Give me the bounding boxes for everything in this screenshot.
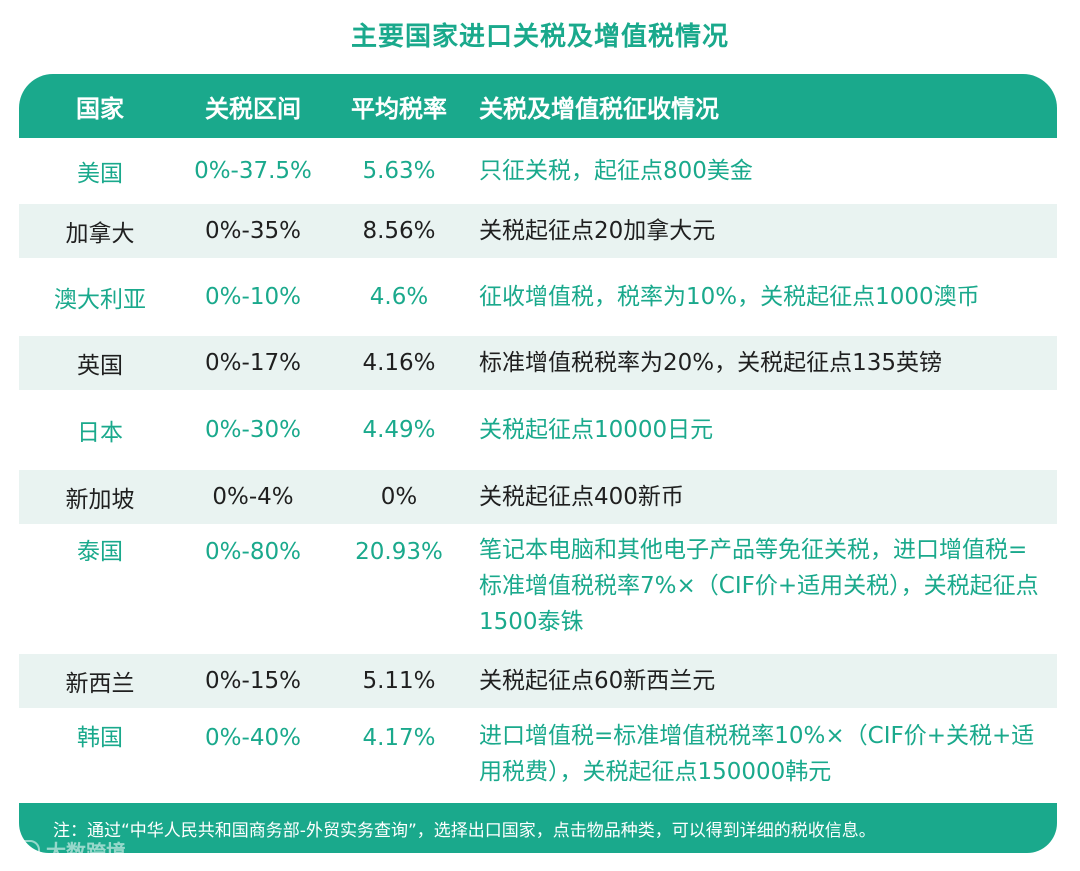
cell-country: 美国 [77, 161, 123, 187]
cell-info: 关税起征点20加拿大元 [479, 218, 716, 244]
watermark-text: 大数跨境 [46, 840, 126, 864]
cell-avg: 5.11% [362, 668, 436, 694]
cell-avg: 4.17% [362, 725, 436, 751]
cell-avg: 0% [380, 484, 418, 510]
table-row: 泰国 0%-80% 20.93% 笔记本电脑和其他电子产品等免征关税，进口增值税… [19, 524, 1057, 654]
cell-range: 0%-4% [212, 484, 294, 510]
table-row: 韩国 0%-40% 4.17% 进口增值税=标准增值税税率10%×（CIF价+关… [19, 708, 1057, 798]
cell-avg: 4.6% [369, 284, 429, 310]
cell-range: 0%-40% [205, 725, 301, 751]
cell-info: 进口增值税=标准增值税税率10%×（CIF价+关税+适用税费），关税起征点150… [479, 723, 1035, 785]
header-range: 关税区间 [205, 94, 301, 123]
cell-range: 0%-30% [205, 417, 301, 443]
cell-avg: 5.63% [362, 158, 436, 184]
cell-avg: 4.49% [362, 417, 436, 443]
cell-country: 泰国 [77, 539, 123, 565]
table-row: 美国 0%-37.5% 5.63% 只征关税，起征点800美金 [19, 138, 1057, 204]
table-row: 澳大利亚 0%-10% 4.6% 征收增值税，税率为10%，关税起征点1000澳… [19, 258, 1057, 336]
cell-country: 新西兰 [65, 671, 135, 697]
footer-note-text: 注：通过“中华人民共和国商务部-外贸实务查询”，选择出口国家，点击物品种类，可以… [53, 820, 876, 841]
cell-avg: 4.16% [362, 350, 436, 376]
tariff-table: 国家 关税区间 平均税率 关税及增值税征收情况 美国 0%-37.5% 5.63… [19, 74, 1057, 798]
cell-info: 笔记本电脑和其他电子产品等免征关税，进口增值税=标准增值税税率7%×（CIF价+… [479, 537, 1039, 635]
cell-country: 加拿大 [65, 221, 135, 247]
cell-info: 关税起征点400新币 [479, 484, 684, 510]
header-avg: 平均税率 [351, 94, 447, 123]
table-row: 加拿大 0%-35% 8.56% 关税起征点20加拿大元 [19, 204, 1057, 258]
cell-avg: 8.56% [362, 218, 436, 244]
cell-avg: 20.93% [355, 539, 443, 565]
watermark: 大数跨境 [10, 836, 126, 865]
cell-country: 韩国 [77, 725, 123, 751]
table-row: 日本 0%-30% 4.49% 关税起征点10000日元 [19, 390, 1057, 470]
table-header: 国家 关税区间 平均税率 关税及增值税征收情况 [19, 74, 1057, 138]
cell-range: 0%-37.5% [194, 158, 312, 184]
table-row: 英国 0%-17% 4.16% 标准增值税税率为20%，关税起征点135英镑 [19, 336, 1057, 390]
page-title: 主要国家进口关税及增值税情况 [350, 22, 729, 52]
cell-info: 关税起征点10000日元 [479, 417, 714, 443]
cell-range: 0%-17% [205, 350, 301, 376]
table-row: 新西兰 0%-15% 5.11% 关税起征点60新西兰元 [19, 654, 1057, 708]
header-country: 国家 [76, 94, 124, 123]
header-info: 关税及增值税征收情况 [479, 94, 719, 123]
cell-info: 关税起征点60新西兰元 [479, 668, 716, 694]
cell-range: 0%-15% [205, 668, 301, 694]
cell-range: 0%-10% [205, 284, 301, 310]
cell-country: 新加坡 [65, 487, 135, 513]
cell-country: 英国 [77, 353, 123, 379]
cell-info: 标准增值税税率为20%，关税起征点135英镑 [479, 350, 943, 376]
cell-info: 只征关税，起征点800美金 [479, 158, 753, 184]
footer-note: 注：通过“中华人民共和国商务部-外贸实务查询”，选择出口国家，点击物品种类，可以… [19, 803, 1057, 853]
cell-country: 日本 [77, 420, 123, 446]
logo-icon [10, 839, 40, 862]
cell-country: 澳大利亚 [54, 287, 146, 313]
cell-range: 0%-35% [205, 218, 301, 244]
cell-range: 0%-80% [205, 539, 301, 565]
cell-info: 征收增值税，税率为10%，关税起征点1000澳币 [479, 284, 980, 310]
table-row: 新加坡 0%-4% 0% 关税起征点400新币 [19, 470, 1057, 524]
